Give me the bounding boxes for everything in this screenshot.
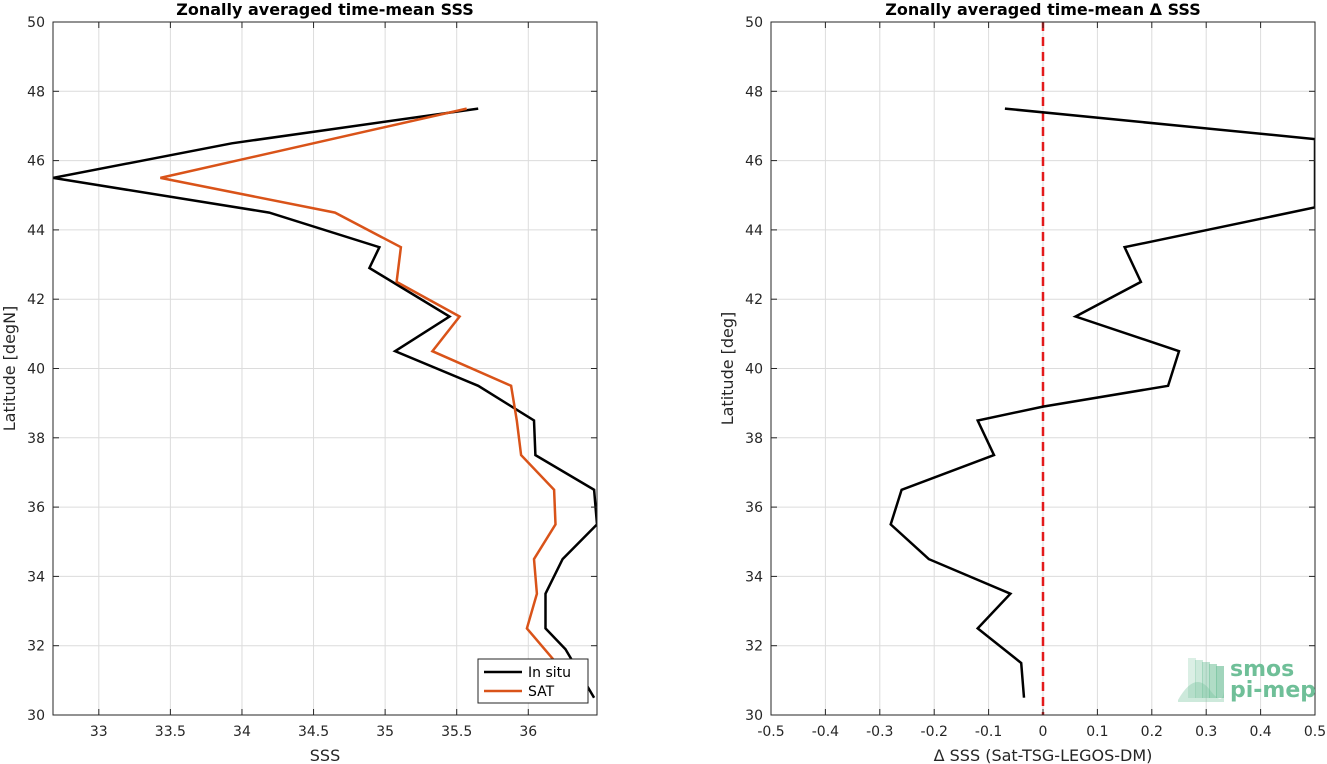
y-tick-label: 46 bbox=[27, 154, 45, 170]
logo-wave-shape bbox=[1188, 658, 1196, 698]
x-axis-label: SSS bbox=[310, 746, 340, 764]
x-tick-label: 0.4 bbox=[1249, 724, 1271, 740]
y-tick-label: 30 bbox=[27, 708, 45, 724]
logo-wave-shape bbox=[1195, 660, 1203, 698]
y-tick-label: 40 bbox=[27, 362, 45, 378]
logo-wave-shape bbox=[1202, 662, 1210, 698]
legend-entry: In situ bbox=[528, 665, 571, 681]
y-tick-label: 48 bbox=[27, 84, 45, 100]
y-tick-label: 38 bbox=[745, 431, 763, 447]
y-tick-label: 40 bbox=[745, 362, 763, 378]
logo-wave-shape bbox=[1209, 664, 1217, 698]
x-tick-label: 34 bbox=[233, 724, 251, 740]
legend-box bbox=[477, 658, 589, 704]
y-tick-label: 46 bbox=[745, 154, 763, 170]
plot-sss: 33 33.5 34 34.5 35 35.5 36 30 32 34 36 38 40 42 44 46 48… bbox=[0, 0, 598, 764]
logo-wave-shape bbox=[1216, 666, 1224, 698]
x-tick-label: 33.5 bbox=[155, 724, 186, 740]
series-line-in-situ bbox=[53, 107, 597, 699]
x-tick-label: 0.1 bbox=[1086, 724, 1108, 740]
y-tick-label: 34 bbox=[745, 569, 763, 585]
x-tick-label: 34.5 bbox=[298, 724, 329, 740]
legend: In situ SAT bbox=[477, 658, 589, 704]
y-tick-label: 48 bbox=[745, 84, 763, 100]
y-axis-label: Latitude [degN] bbox=[0, 306, 19, 432]
series-line-sat bbox=[160, 107, 573, 682]
y-tick-label: 44 bbox=[27, 223, 45, 239]
y-tick-label: 34 bbox=[27, 569, 45, 585]
x-tick-label: -0.2 bbox=[921, 724, 948, 740]
chart-title: Zonally averaged time-mean SSS bbox=[176, 0, 474, 19]
y-axis-label: Latitude [deg] bbox=[718, 312, 737, 426]
x-tick-label: -0.4 bbox=[812, 724, 839, 740]
x-tick-label: -0.3 bbox=[866, 724, 893, 740]
y-tick-label: 30 bbox=[745, 708, 763, 724]
y-tick-label: 32 bbox=[745, 639, 763, 655]
y-tick-label: 42 bbox=[27, 292, 45, 308]
x-tick-label: 0.2 bbox=[1141, 724, 1163, 740]
x-tick-label: 0.3 bbox=[1195, 724, 1217, 740]
x-tick-label: 36 bbox=[519, 724, 537, 740]
plot-delta-sss: -0.5 -0.4 -0.3 -0.2 -0.1 0 0.1 0.2 0.3 0.4 0.5 30 32… bbox=[718, 0, 1326, 764]
logo-text-smos: smos bbox=[1230, 657, 1294, 682]
x-axis-label: Δ SSS (Sat-TSG-LEGOS-DM) bbox=[934, 746, 1153, 764]
y-tick-label: 50 bbox=[745, 15, 763, 31]
y-tick-label: 36 bbox=[27, 500, 45, 516]
y-tick-label: 36 bbox=[745, 500, 763, 516]
y-tick-label: 44 bbox=[745, 223, 763, 239]
series-line-delta-sss bbox=[889, 107, 1315, 698]
logo-wave-shape bbox=[1178, 682, 1225, 702]
x-tick-label: 33 bbox=[90, 724, 108, 740]
chart-title: Zonally averaged time-mean Δ SSS bbox=[885, 0, 1201, 19]
legend-entry: SAT bbox=[528, 684, 555, 700]
x-tick-label: -0.5 bbox=[757, 724, 784, 740]
y-tick-label: 42 bbox=[745, 292, 763, 308]
y-tick-label: 32 bbox=[27, 639, 45, 655]
logo-text-pi-mep: pi-mep bbox=[1230, 678, 1316, 703]
y-tick-label: 50 bbox=[27, 15, 45, 31]
x-tick-label: 35.5 bbox=[441, 724, 472, 740]
y-tick-label: 38 bbox=[27, 431, 45, 447]
x-tick-label: 0.5 bbox=[1304, 724, 1326, 740]
x-tick-label: 35 bbox=[376, 724, 394, 740]
x-tick-label: 0 bbox=[1039, 724, 1048, 740]
x-tick-label: -0.1 bbox=[975, 724, 1002, 740]
